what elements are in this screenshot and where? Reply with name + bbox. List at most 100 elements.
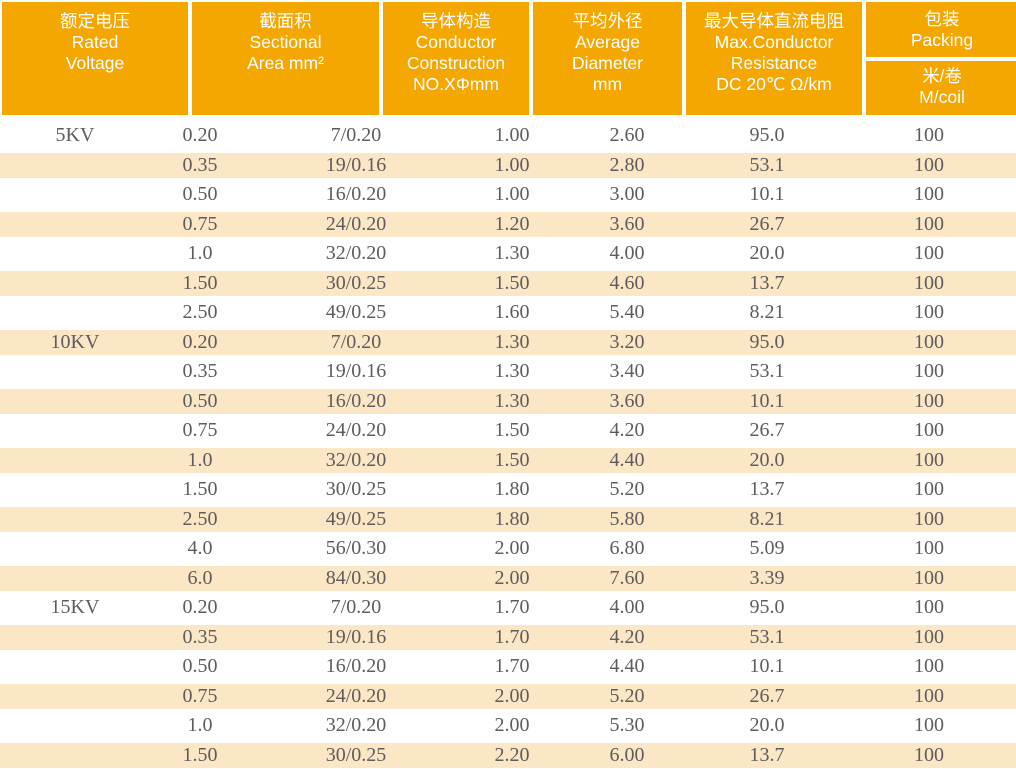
cell-conductor-construction: 30/0.25 [325, 271, 387, 294]
table-row: 0.35 19/0.16 1.00 2.80 53.1 100 [0, 150, 1016, 180]
cell-average-diameter: 3.40 [609, 360, 645, 383]
cell-sectional-area: 0.35 [182, 625, 218, 648]
cell-sectional-area: 6.0 [187, 566, 213, 589]
cell-average-diameter: 5.80 [609, 507, 645, 530]
table-row: 1.0 32/0.20 1.50 4.40 20.0 100 [0, 445, 1016, 475]
cell-conductor-construction: 32/0.20 [325, 242, 387, 265]
cell-max-resistance: 13.7 [749, 271, 785, 294]
cell-max-resistance: 20.0 [749, 448, 785, 471]
table-row: 1.0 32/0.20 1.30 4.00 20.0 100 [0, 239, 1016, 269]
cell-average-diameter: 6.00 [609, 743, 645, 766]
header-packing-group: 包装 Packing 米/卷 M/coil [866, 2, 1016, 115]
cell-sectional-area: 1.0 [187, 714, 213, 737]
cell-max-resistance: 20.0 [749, 242, 785, 265]
cell-conductor-construction: 84/0.30 [325, 566, 387, 589]
cell-sectional-area: 0.20 [182, 330, 218, 353]
cell-conductor-construction: 24/0.20 [325, 684, 387, 707]
cell-insulation-thickness: 1.70 [494, 655, 530, 678]
cell-conductor-construction: 16/0.20 [325, 183, 387, 206]
table-row: 4.0 56/0.30 2.00 6.80 5.09 100 [0, 534, 1016, 564]
cell-insulation-thickness: 1.30 [494, 360, 530, 383]
cell-packing: 100 [914, 389, 944, 412]
cell-average-diameter: 5.20 [609, 478, 645, 501]
cell-sectional-area: 0.75 [182, 212, 218, 235]
cell-max-resistance: 26.7 [749, 684, 785, 707]
cell-average-diameter: 5.30 [609, 714, 645, 737]
cell-max-resistance: 10.1 [749, 389, 785, 412]
cell-sectional-area: 1.0 [187, 448, 213, 471]
header-sectional-area: 截面积 Sectional Area mm² [192, 2, 379, 115]
cell-average-diameter: 4.40 [609, 655, 645, 678]
table-row: 2.50 49/0.25 1.60 5.40 8.21 100 [0, 298, 1016, 328]
cell-packing: 100 [914, 271, 944, 294]
cell-sectional-area: 0.50 [182, 183, 218, 206]
cell-sectional-area: 0.35 [182, 360, 218, 383]
table-header: 额定电压 Rated Voltage 截面积 Sectional Area mm… [2, 2, 1016, 115]
cell-packing: 100 [914, 330, 944, 353]
table-row: 2.50 49/0.25 1.80 5.80 8.21 100 [0, 504, 1016, 534]
cell-insulation-thickness: 1.50 [494, 448, 530, 471]
cell-conductor-construction: 19/0.16 [325, 153, 387, 176]
cell-conductor-construction: 32/0.20 [325, 714, 387, 737]
cell-max-resistance: 10.1 [749, 655, 785, 678]
cell-average-diameter: 3.60 [609, 212, 645, 235]
table-row: 10KV 0.20 7/0.20 1.30 3.20 95.0 100 [0, 327, 1016, 357]
cell-conductor-construction: 30/0.25 [325, 743, 387, 766]
cell-packing: 100 [914, 714, 944, 737]
cell-average-diameter: 3.00 [609, 183, 645, 206]
header-packing: 包装 Packing [866, 2, 1016, 57]
cell-conductor-construction: 7/0.20 [330, 596, 382, 619]
cell-average-diameter: 2.80 [609, 153, 645, 176]
cell-sectional-area: 0.20 [182, 596, 218, 619]
cell-insulation-thickness: 1.30 [494, 242, 530, 265]
cell-insulation-thickness: 1.20 [494, 212, 530, 235]
cell-conductor-construction: 19/0.16 [325, 360, 387, 383]
table-row: 0.75 24/0.20 1.20 3.60 26.7 100 [0, 209, 1016, 239]
cell-rated-voltage: 10KV [50, 330, 100, 353]
table-row: 15KV 0.20 7/0.20 1.70 4.00 95.0 100 [0, 593, 1016, 623]
cell-insulation-thickness: 1.70 [494, 625, 530, 648]
cell-conductor-construction: 56/0.30 [325, 537, 387, 560]
cell-max-resistance: 95.0 [749, 596, 785, 619]
cell-average-diameter: 3.60 [609, 389, 645, 412]
cell-average-diameter: 4.20 [609, 625, 645, 648]
cell-sectional-area: 2.50 [182, 301, 218, 324]
table-row: 5KV 0.20 7/0.20 1.00 2.60 95.0 100 [0, 121, 1016, 151]
cell-conductor-construction: 24/0.20 [325, 212, 387, 235]
table-row: 0.50 16/0.20 1.00 3.00 10.1 100 [0, 180, 1016, 210]
cell-max-resistance: 8.21 [749, 301, 785, 324]
cell-sectional-area: 0.50 [182, 655, 218, 678]
cell-conductor-construction: 16/0.20 [325, 389, 387, 412]
cell-packing: 100 [914, 537, 944, 560]
cell-insulation-thickness: 1.50 [494, 271, 530, 294]
cell-insulation-thickness: 1.00 [494, 183, 530, 206]
cell-sectional-area: 2.50 [182, 507, 218, 530]
cell-packing: 100 [914, 655, 944, 678]
cell-insulation-thickness: 1.80 [494, 478, 530, 501]
cell-packing: 100 [914, 124, 944, 147]
cell-insulation-thickness: 1.00 [494, 124, 530, 147]
cell-insulation-thickness: 1.80 [494, 507, 530, 530]
cell-conductor-construction: 19/0.16 [325, 625, 387, 648]
cell-max-resistance: 53.1 [749, 625, 785, 648]
cell-packing: 100 [914, 684, 944, 707]
cell-insulation-thickness: 1.70 [494, 596, 530, 619]
cell-sectional-area: 0.35 [182, 153, 218, 176]
cell-packing: 100 [914, 507, 944, 530]
cell-max-resistance: 13.7 [749, 478, 785, 501]
cell-sectional-area: 1.50 [182, 478, 218, 501]
cell-average-diameter: 5.40 [609, 301, 645, 324]
cell-packing: 100 [914, 743, 944, 766]
cell-packing: 100 [914, 566, 944, 589]
cell-packing: 100 [914, 360, 944, 383]
cell-average-diameter: 4.60 [609, 271, 645, 294]
table-row: 0.75 24/0.20 2.00 5.20 26.7 100 [0, 681, 1016, 711]
cell-average-diameter: 4.40 [609, 448, 645, 471]
cell-packing: 100 [914, 301, 944, 324]
cell-conductor-construction: 16/0.20 [325, 655, 387, 678]
cell-insulation-thickness: 1.30 [494, 330, 530, 353]
cell-sectional-area: 0.75 [182, 684, 218, 707]
cell-sectional-area: 1.0 [187, 242, 213, 265]
cell-conductor-construction: 30/0.25 [325, 478, 387, 501]
table-row: 1.50 30/0.25 1.50 4.60 13.7 100 [0, 268, 1016, 298]
